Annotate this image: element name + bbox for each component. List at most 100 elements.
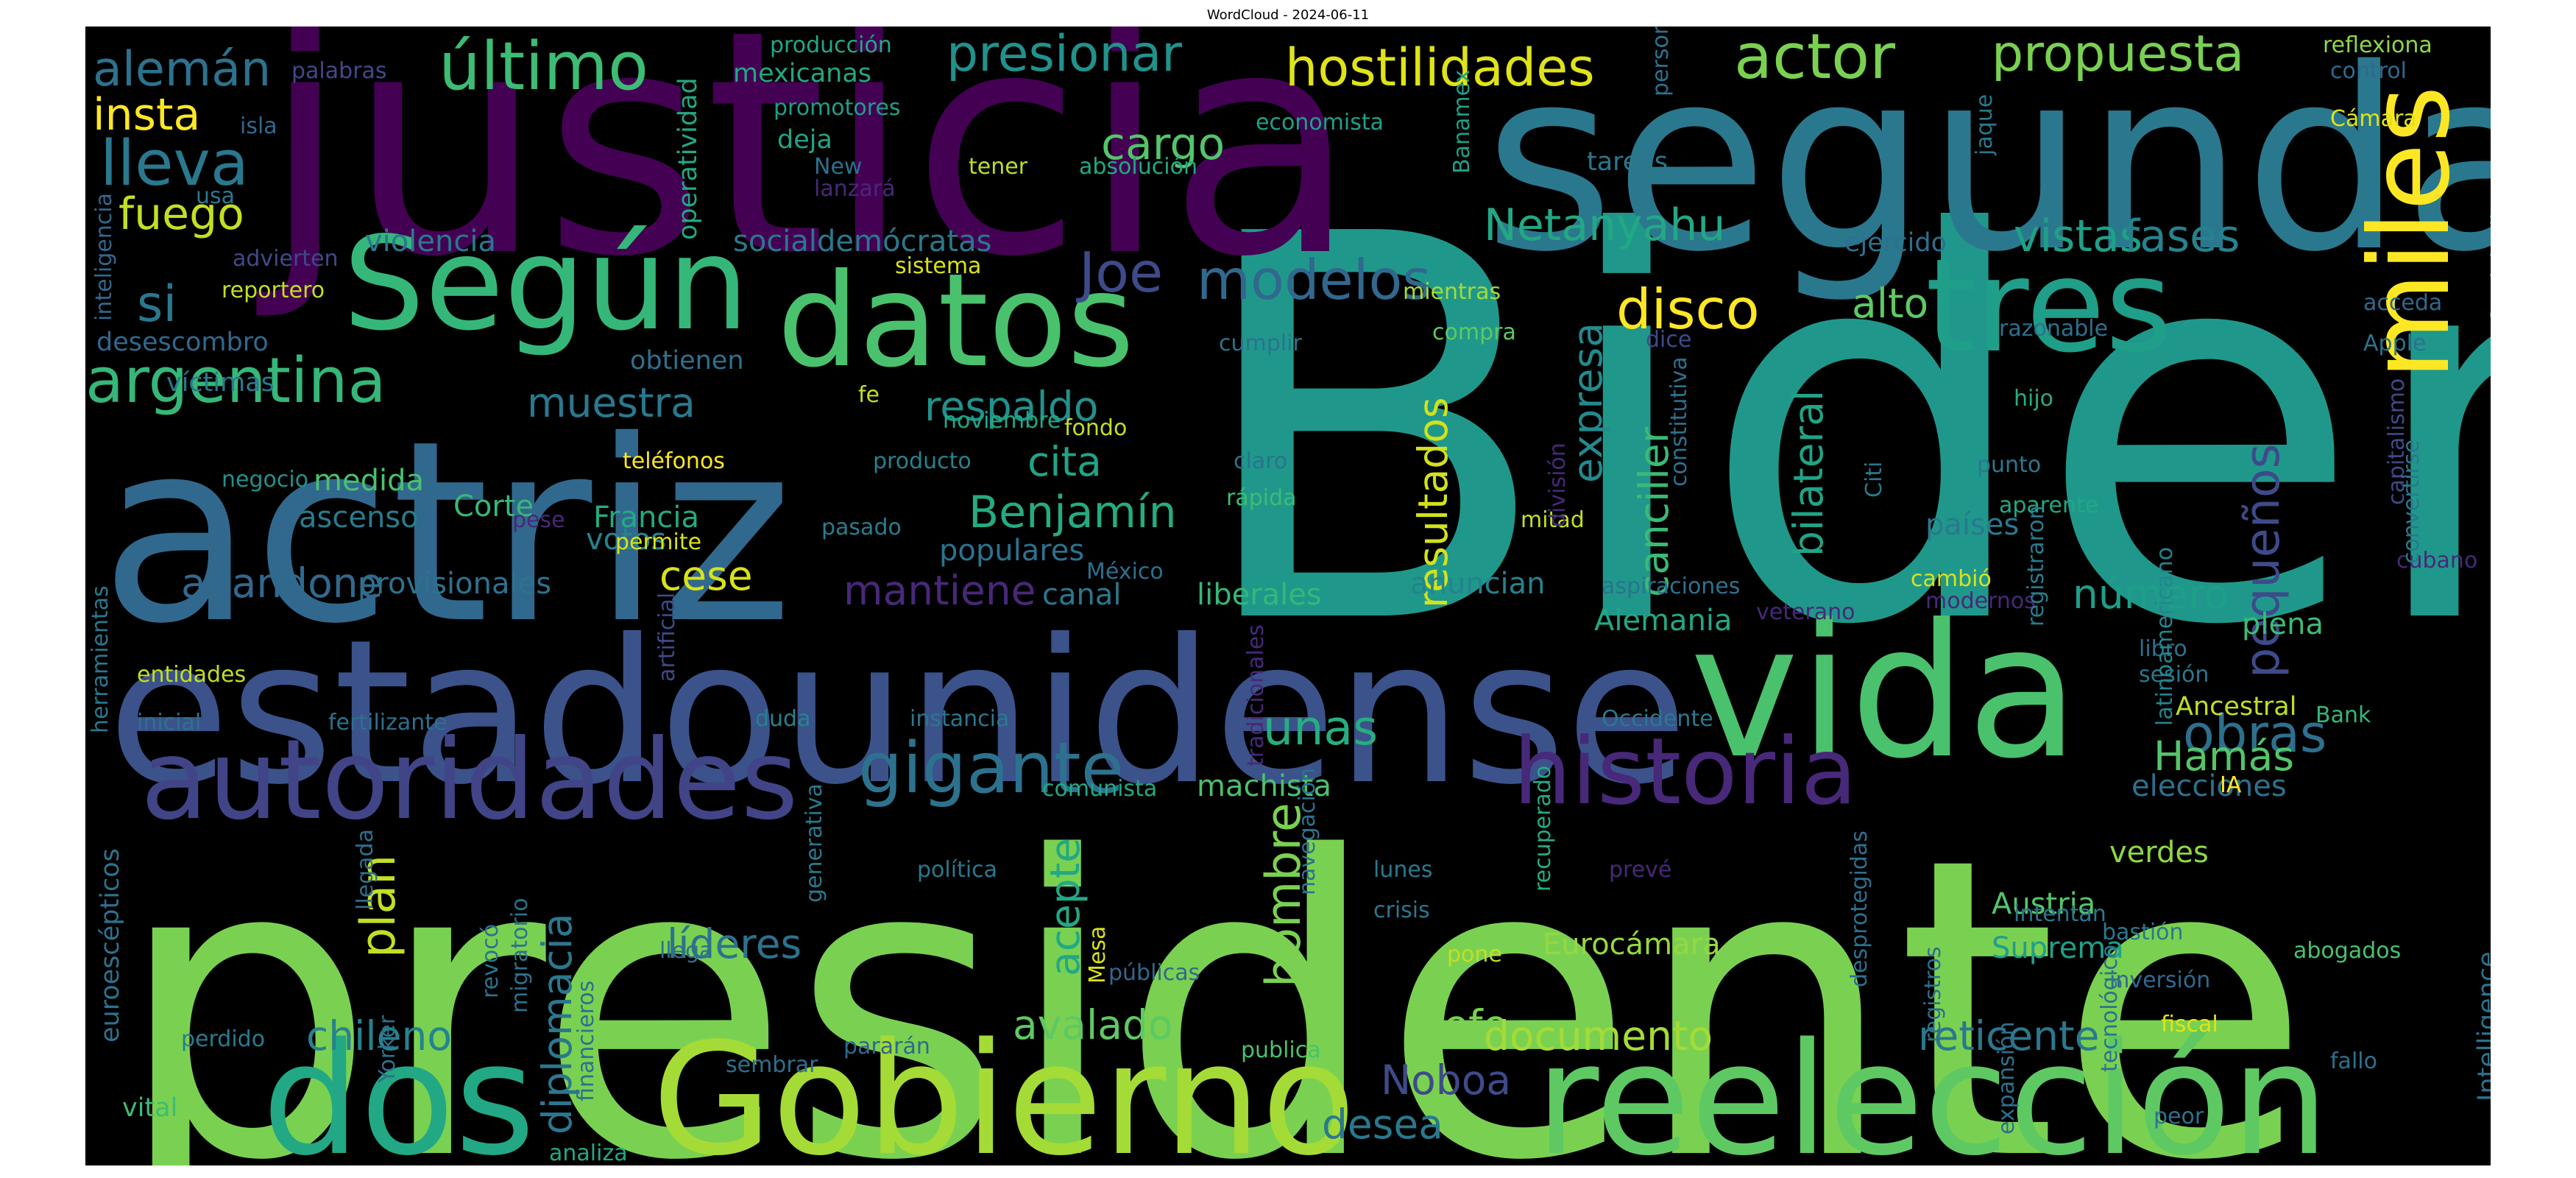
word-76: Corte: [453, 490, 534, 523]
word-163: reflexiona: [2323, 32, 2432, 58]
word-81: canal: [1042, 578, 1121, 612]
word-151: sembrar: [726, 1052, 818, 1078]
word-48: Hamás: [2154, 733, 2294, 780]
word-28: si: [137, 275, 177, 334]
word-70: Alemania: [1594, 604, 1733, 638]
word-19: último: [439, 28, 648, 105]
word-169: advierten: [233, 246, 339, 272]
word-100: desescombro: [96, 328, 269, 357]
word-144: lunes: [1373, 857, 1432, 883]
word-125: acceda: [2363, 290, 2442, 316]
word-4: actriz: [100, 387, 793, 679]
word-53: mantiene: [843, 567, 1036, 614]
word-191: revocó: [478, 924, 503, 998]
word-107: teléfonos: [623, 448, 725, 474]
word-110: permite: [615, 529, 701, 555]
word-175: Banamex: [1449, 70, 1475, 174]
word-171: herramientas: [88, 585, 113, 733]
word-52: cese: [659, 552, 753, 599]
word-136: Occidente: [1602, 706, 1713, 732]
word-149: perdido: [181, 1026, 265, 1052]
word-36: cargo: [1101, 119, 1225, 170]
word-34: fases: [2124, 211, 2240, 262]
word-154: analiza: [549, 1140, 628, 1165]
word-168: palabras: [291, 58, 387, 84]
word-5: segunda: [1484, 27, 2491, 307]
word-166: isla: [240, 113, 277, 139]
word-51: acepte: [1041, 838, 1089, 976]
word-42: expresa: [1564, 322, 1611, 483]
word-17: gigante: [858, 728, 1124, 809]
word-1: presidente: [115, 771, 2311, 1165]
word-176: personas: [1648, 27, 1674, 96]
word-108: negocio: [222, 467, 308, 493]
word-143: política: [917, 857, 997, 883]
word-153: publica: [1241, 1037, 1321, 1063]
word-55: plan: [351, 855, 406, 958]
word-185: recuperado: [1530, 766, 1556, 892]
word-98: sistema: [895, 253, 981, 279]
word-33: vistas: [2014, 211, 2142, 262]
word-127: aspiraciones: [1602, 574, 1740, 599]
word-54: abandone: [181, 560, 383, 607]
word-165: Cámara: [2330, 106, 2417, 132]
word-43: canciller: [1630, 426, 1677, 597]
word-15: tres: [1925, 232, 2173, 381]
word-47: obras: [2183, 704, 2326, 764]
word-91: deja: [777, 125, 832, 155]
word-65: Eurocámara: [1543, 928, 1721, 962]
word-69: elecciones: [2131, 769, 2287, 803]
word-63: Noboa: [1381, 1057, 1511, 1104]
word-111: pasado: [821, 515, 902, 540]
word-88: tareas: [1587, 147, 1668, 177]
word-121: razonable: [1999, 316, 2108, 342]
word-132: libro: [2139, 636, 2187, 662]
word-14: datos: [777, 247, 1134, 396]
word-41: resultados: [1409, 397, 1457, 608]
word-56: diplomacia: [534, 913, 581, 1135]
word-77: votos: [586, 523, 666, 557]
word-193: financieros: [573, 981, 599, 1101]
word-142: comunista: [1042, 776, 1157, 802]
word-131: cubano: [2396, 548, 2477, 574]
word-105: fondo: [1064, 415, 1127, 441]
word-8: reelección: [1535, 1009, 2329, 1165]
word-61: documento: [1484, 1012, 1713, 1059]
word-35: alto: [1852, 280, 1928, 327]
word-93: economista: [1256, 110, 1384, 135]
word-78: Francia: [593, 501, 699, 535]
word-104: noviembre: [943, 408, 1061, 434]
word-102: obtienen: [630, 346, 744, 375]
word-146: pone: [1447, 942, 1502, 967]
word-137: duda: [755, 706, 810, 732]
word-50: hombre: [1256, 803, 1312, 987]
word-150: vital: [122, 1093, 177, 1123]
word-156: intentan: [2014, 901, 2106, 927]
word-152: pararán: [843, 1034, 930, 1059]
page-title: WordCloud - 2024-06-11: [1206, 7, 1370, 23]
word-170: inteligencia: [91, 193, 117, 321]
word-18: argentina: [85, 345, 386, 417]
word-157: bastión: [2102, 920, 2184, 945]
word-79: populares: [939, 534, 1084, 568]
word-31: Netanyahu: [1484, 200, 1725, 251]
word-188: generativa: [802, 783, 827, 903]
word-130: veterano: [1756, 599, 1855, 625]
word-72: países: [1925, 508, 2019, 542]
word-187: Mesa: [1085, 926, 1111, 984]
word-39: cita: [1027, 438, 1102, 485]
word-183: división: [1545, 442, 1571, 527]
word-196: registros: [1920, 946, 1946, 1043]
word-32: disco: [1616, 277, 1760, 342]
word-58: líderes: [667, 920, 802, 967]
word-44: bilateral: [1785, 390, 1832, 557]
word-24: lleva: [100, 127, 249, 200]
word-74: medida: [314, 464, 424, 498]
word-94: absolución: [1079, 154, 1197, 180]
word-71: plena: [2242, 607, 2324, 641]
word-112: cumplir: [1219, 331, 1302, 356]
word-3: justicia: [252, 27, 1357, 325]
word-101: víctimas: [166, 368, 275, 398]
word-181: registraron: [2023, 505, 2049, 627]
word-103: fe: [858, 382, 880, 408]
